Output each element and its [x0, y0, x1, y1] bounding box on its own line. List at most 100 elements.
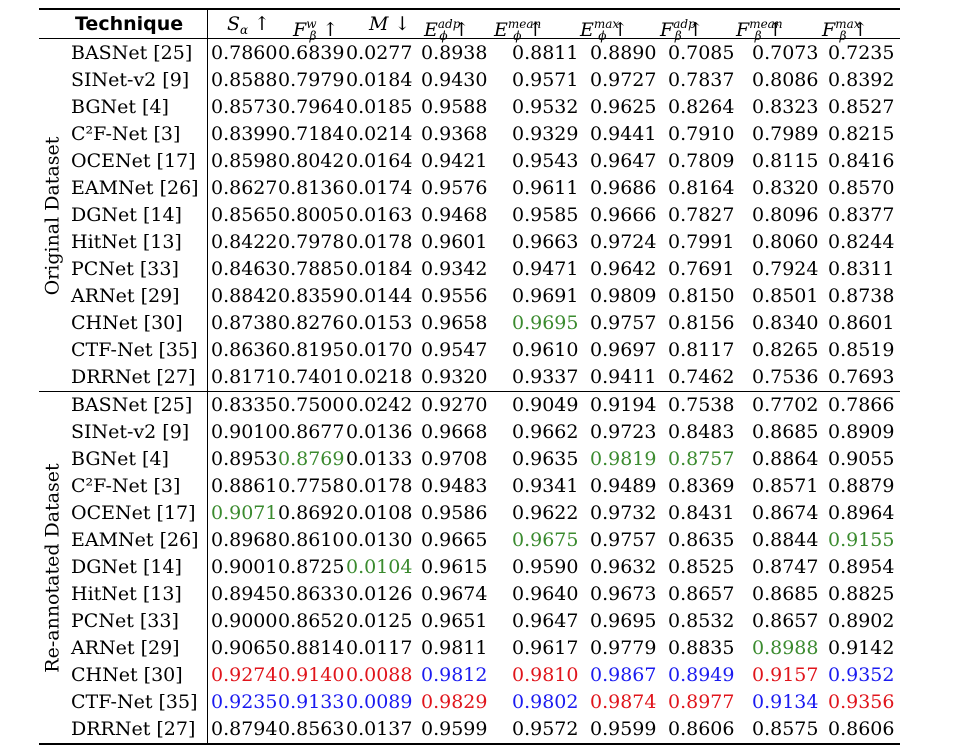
metric-value: 0.9352	[828, 664, 895, 686]
metric-value: 0.9000	[211, 610, 278, 632]
metric-value: 0.9010	[211, 421, 278, 443]
metric-value: 0.7085	[668, 42, 735, 64]
metric-value: 0.9819	[590, 448, 657, 470]
metric-arrow: ↑	[681, 19, 704, 41]
metric-superscript: max	[835, 17, 861, 31]
metric-value: 0.9757	[590, 529, 657, 551]
technique-name: EAMNet [26]	[71, 177, 199, 199]
metric-value: 0.7885	[278, 258, 345, 280]
metric-value: 0.8879	[828, 475, 895, 497]
metric-value: 0.8320	[752, 177, 819, 199]
metric-value: 0.8571	[752, 475, 819, 497]
metric-value: 0.9727	[590, 69, 657, 91]
metric-value: 0.7979	[278, 69, 345, 91]
metric-value: 0.7991	[668, 231, 735, 253]
metric-value: 0.9471	[512, 258, 579, 280]
metric-value: 0.9489	[590, 475, 657, 497]
metric-value: 0.0130	[346, 529, 413, 551]
metric-arrow: ↑	[447, 19, 470, 41]
metric-value: 0.8633	[278, 583, 345, 605]
metric-value: 0.8909	[828, 421, 895, 443]
metric-value: 0.8842	[211, 285, 278, 307]
technique-name: PCNet [33]	[71, 610, 179, 632]
metric-value: 0.8738	[211, 312, 278, 334]
metric-value: 0.9411	[590, 366, 657, 388]
metric-value: 0.8392	[828, 69, 895, 91]
metric-value: 0.9586	[421, 502, 488, 524]
technique-name: PCNet [33]	[71, 258, 179, 280]
metric-value: 0.0108	[346, 502, 413, 524]
metric-value: 0.9532	[512, 96, 579, 118]
technique-name: CTF-Net [35]	[71, 691, 198, 713]
metric-value: 0.0178	[346, 475, 413, 497]
technique-name: EAMNet [26]	[71, 529, 199, 551]
metric-value: 0.9812	[421, 664, 488, 686]
group-label: Re-annotated Dataset	[41, 462, 63, 673]
metric-value: 0.9642	[590, 258, 657, 280]
table-rule-3	[39, 743, 900, 745]
metric-subscript: ϕ	[598, 29, 607, 43]
metric-subscript: β	[754, 29, 762, 43]
metric-value: 0.9599	[421, 718, 488, 740]
metric-value: 0.0117	[346, 637, 413, 659]
metric-value: 0.0089	[346, 691, 413, 713]
metric-value: 0.9571	[512, 69, 579, 91]
metric-value: 0.9691	[512, 285, 579, 307]
metric-value: 0.7827	[668, 204, 735, 226]
metric-value: 0.9662	[512, 421, 579, 443]
metric-value: 0.8977	[668, 691, 735, 713]
metric-value: 0.8171	[211, 366, 278, 388]
metric-value: 0.8825	[828, 583, 895, 605]
metric-value: 0.9640	[512, 583, 579, 605]
metric-value: 0.8359	[278, 285, 345, 307]
metric-value: 0.0088	[346, 664, 413, 686]
metric-value: 0.0153	[346, 312, 413, 334]
metric-symbol: M	[369, 13, 389, 35]
metric-value: 0.8968	[211, 529, 278, 551]
metric-value: 0.8195	[278, 339, 345, 361]
metric-value: 0.9622	[512, 502, 579, 524]
metric-value: 0.8335	[211, 394, 278, 416]
metric-value: 0.9724	[590, 231, 657, 253]
metric-value: 0.8657	[668, 583, 735, 605]
metric-value: 0.9368	[421, 123, 488, 145]
metric-value: 0.8416	[828, 150, 895, 172]
technique-name: SINet-v2 [9]	[71, 421, 190, 443]
metric-value: 0.7235	[828, 42, 895, 64]
metric-value: 0.8657	[752, 610, 819, 632]
metric-value: 0.8794	[211, 718, 278, 740]
metric-value: 0.7860	[211, 42, 278, 64]
metric-value: 0.7462	[668, 366, 735, 388]
metric-value: 0.7536	[752, 366, 819, 388]
metric-value: 0.9194	[590, 394, 657, 416]
metric-value: 0.8814	[278, 637, 345, 659]
technique-name: C²F-Net [3]	[71, 123, 181, 145]
metric-value: 0.9666	[590, 204, 657, 226]
technique-name: OCENet [17]	[71, 502, 196, 524]
metric-value: 0.8150	[668, 285, 735, 307]
technique-name: C²F-Net [3]	[71, 475, 181, 497]
header-metric-3: Eadpϕ ↑	[424, 9, 470, 43]
technique-name: DGNet [14]	[71, 556, 182, 578]
metric-value: 0.9142	[828, 637, 895, 659]
metric-value: 0.9483	[421, 475, 488, 497]
metric-value: 0.7401	[278, 366, 345, 388]
metric-value: 0.0174	[346, 177, 413, 199]
technique-name: HitNet [13]	[71, 231, 182, 253]
metric-value: 0.7758	[278, 475, 345, 497]
table-rule-2	[39, 391, 900, 392]
metric-value: 0.9270	[421, 394, 488, 416]
metric-value: 0.8601	[828, 312, 895, 334]
technique-name: DGNet [14]	[71, 204, 182, 226]
column-divider	[207, 8, 208, 745]
metric-value: 0.9610	[512, 339, 579, 361]
technique-name: CHNet [30]	[71, 664, 183, 686]
metric-value: 0.8811	[512, 42, 579, 64]
metric-value: 0.8570	[828, 177, 895, 199]
metric-value: 0.8340	[752, 312, 819, 334]
metric-value: 0.8674	[752, 502, 819, 524]
metric-value: 0.7184	[278, 123, 345, 145]
metric-subscript: β	[674, 29, 682, 43]
metric-value: 0.8890	[590, 42, 657, 64]
